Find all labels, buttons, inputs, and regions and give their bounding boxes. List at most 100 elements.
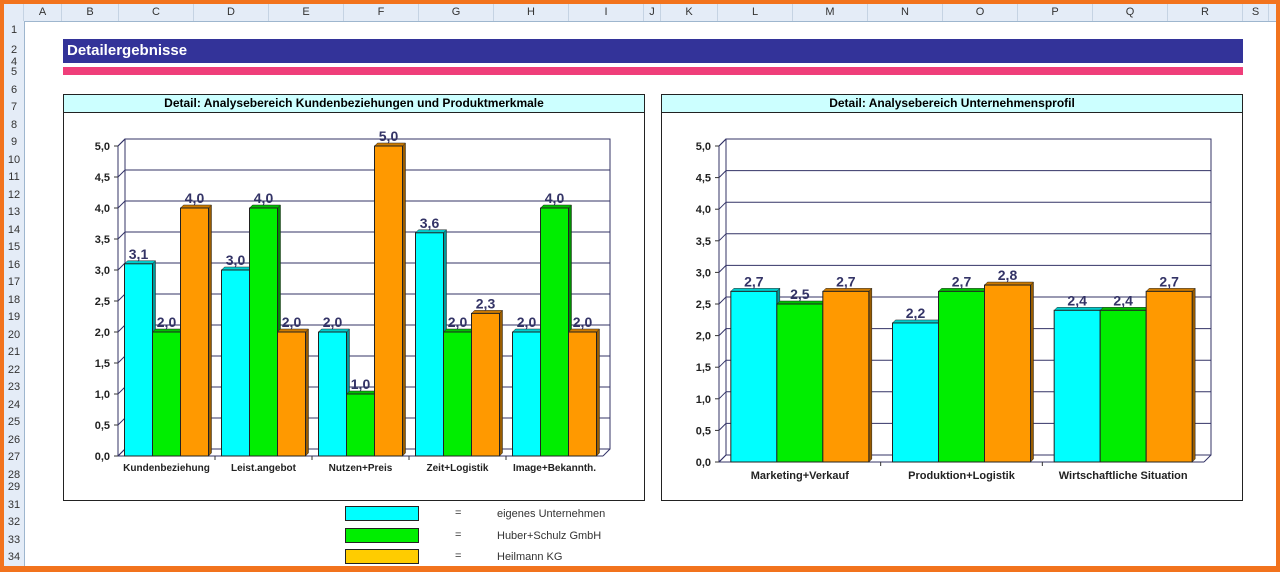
chart-title: Detail: Analysebereich Unternehmensprofi… <box>662 95 1242 113</box>
column-header-e[interactable]: E <box>269 4 344 21</box>
row-header-5[interactable]: 5 <box>10 66 18 78</box>
column-header-p[interactable]: P <box>1018 4 1093 21</box>
legend-swatch-huber <box>345 528 419 543</box>
bar-huber-schulz-gmbh-0 <box>776 303 824 463</box>
bar-huber-schulz-gmbh-2 <box>346 393 375 457</box>
bar-eigenes-unternehmen-3 <box>415 232 444 457</box>
bar-eigenes-unternehmen-1 <box>221 269 250 457</box>
bar-eigenes-unternehmen-0 <box>730 290 778 463</box>
row-header-18[interactable]: 18 <box>7 294 21 306</box>
row-header-1[interactable]: 1 <box>10 24 18 36</box>
bar-heilmann-kg-0 <box>180 207 209 457</box>
row-header-20[interactable]: 20 <box>7 329 21 341</box>
bar-huber-schulz-gmbh-2 <box>1099 309 1147 463</box>
row-header-8[interactable]: 8 <box>10 119 18 131</box>
row-header-7[interactable]: 7 <box>10 101 18 113</box>
data-label: 3,6 <box>420 215 440 231</box>
row-header-28[interactable]: 28 <box>7 469 21 481</box>
column-header-f[interactable]: F <box>344 4 419 21</box>
bar-eigenes-unternehmen-2 <box>1053 309 1101 463</box>
column-header-k[interactable]: K <box>661 4 718 21</box>
gridline-side <box>117 386 126 395</box>
data-label: 2,7 <box>744 273 764 289</box>
gridline-side <box>718 296 727 305</box>
gridline-side <box>718 138 727 147</box>
row-header-24[interactable]: 24 <box>7 399 21 411</box>
data-label: 2,0 <box>573 314 593 330</box>
y-tick-label: 2,5 <box>95 296 110 308</box>
chart-kundenbeziehungen[interactable]: Detail: Analysebereich Kundenbeziehungen… <box>63 94 645 501</box>
column-header-b[interactable]: B <box>62 4 119 21</box>
row-header-22[interactable]: 22 <box>7 364 21 376</box>
row-header-11[interactable]: 11 <box>8 171 20 183</box>
y-tick-label: 1,5 <box>696 362 711 374</box>
column-header-j[interactable]: J <box>644 4 661 21</box>
row-header-21[interactable]: 21 <box>7 346 21 358</box>
row-header-16[interactable]: 16 <box>7 259 21 271</box>
column-header-g[interactable]: G <box>419 4 494 21</box>
gridline-side <box>117 355 126 364</box>
y-tick-label: 0,5 <box>95 420 110 432</box>
row-header-9[interactable]: 9 <box>10 136 18 148</box>
row-header-15[interactable]: 15 <box>7 241 21 253</box>
row-header-26[interactable]: 26 <box>7 434 21 446</box>
row-header-6[interactable]: 6 <box>10 84 18 96</box>
bar-heilmann-kg-2 <box>374 145 403 457</box>
column-header-l[interactable]: L <box>718 4 793 21</box>
row-header-2[interactable]: 2 <box>10 44 18 56</box>
row-header-17[interactable]: 17 <box>7 276 21 288</box>
row-header-14[interactable]: 14 <box>7 224 21 236</box>
legend-equals: = <box>455 550 462 562</box>
column-header-n[interactable]: N <box>868 4 943 21</box>
page-title: Detailergebnisse <box>63 39 1243 63</box>
row-header-34[interactable]: 34 <box>7 551 21 563</box>
data-label: 2,2 <box>906 305 926 321</box>
y-tick-label: 2,5 <box>696 299 711 311</box>
bar-heilmann-kg-1 <box>277 331 306 457</box>
column-header-o[interactable]: O <box>943 4 1018 21</box>
x-category-label: Image+Bekannth. <box>513 463 596 474</box>
row-header-4[interactable]: 4 <box>10 56 18 68</box>
y-tick-label: 4,0 <box>95 203 110 215</box>
column-header-a[interactable]: A <box>24 4 62 21</box>
gridline-side <box>718 201 727 210</box>
data-label: 3,0 <box>226 252 246 268</box>
chart-unternehmensprofil[interactable]: Detail: Analysebereich Unternehmensprofi… <box>661 94 1243 501</box>
legend-swatch-eigenes <box>345 506 419 521</box>
y-tick-label: 1,0 <box>95 389 110 401</box>
row-header-25[interactable]: 25 <box>7 416 21 428</box>
column-header-q[interactable]: Q <box>1093 4 1168 21</box>
row-header-10[interactable]: 10 <box>7 154 21 166</box>
chart-plot-kundenbeziehungen: 0,0 0,5 1,0 1,5 2,0 2,5 3,0 3,5 4,0 4,5 5,0 3,1 2,0 4… <box>95 128 611 474</box>
row-header-29[interactable]: 29 <box>7 481 21 493</box>
row-header-31[interactable]: 31 <box>7 499 21 511</box>
row-header-23[interactable]: 23 <box>7 381 21 393</box>
column-header-s[interactable]: S <box>1243 4 1269 21</box>
data-label: 4,0 <box>254 190 274 206</box>
legend-equals: = <box>455 529 462 541</box>
plot-floor-edge-right <box>602 448 611 457</box>
x-category-label: Kundenbeziehung <box>123 463 210 474</box>
data-label: 2,0 <box>448 314 468 330</box>
row-header-19[interactable]: 19 <box>7 311 21 323</box>
column-header-d[interactable]: D <box>194 4 269 21</box>
legend-label-huber: Huber+Schulz GmbH <box>497 530 602 542</box>
row-header-13[interactable]: 13 <box>7 206 21 218</box>
column-header-i[interactable]: I <box>569 4 644 21</box>
row-header-12[interactable]: 12 <box>7 189 21 201</box>
y-tick-label: 0,0 <box>95 451 110 463</box>
gridline-side <box>718 391 727 400</box>
column-header-h[interactable]: H <box>494 4 569 21</box>
y-tick-label: 2,0 <box>696 331 711 343</box>
y-tick-label: 2,0 <box>95 327 110 339</box>
column-header-m[interactable]: M <box>793 4 868 21</box>
row-header-27[interactable]: 27 <box>7 451 21 463</box>
column-header-c[interactable]: C <box>119 4 194 21</box>
row-header-33[interactable]: 33 <box>7 534 21 546</box>
column-header-r[interactable]: R <box>1168 4 1243 21</box>
row-header-32[interactable]: 32 <box>7 516 21 528</box>
data-label: 2,8 <box>998 267 1018 283</box>
gridline-side <box>718 265 727 273</box>
select-all-corner[interactable] <box>4 4 24 21</box>
